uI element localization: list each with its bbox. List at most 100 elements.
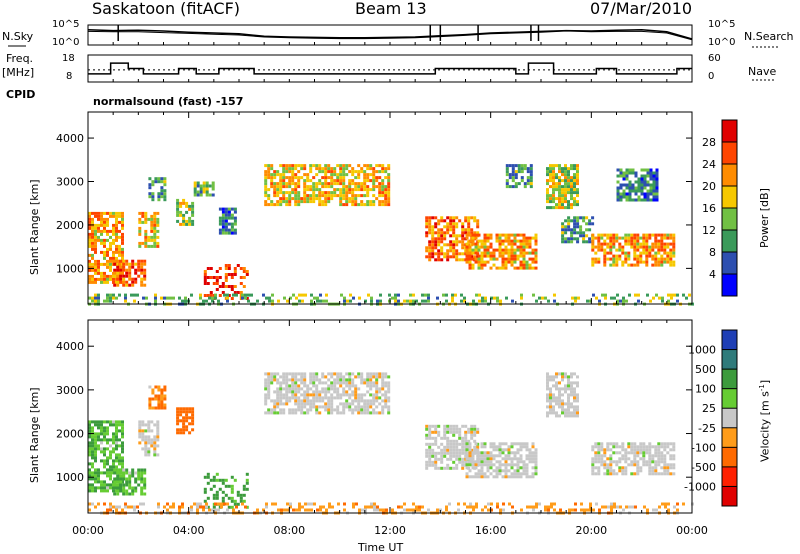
cell: [277, 508, 280, 512]
cell: [567, 182, 570, 186]
cell: [425, 451, 429, 455]
cell: [330, 396, 334, 400]
cell: [134, 262, 138, 266]
cell: [458, 457, 462, 461]
cell: [291, 378, 295, 382]
cell: [637, 189, 641, 193]
cell: [360, 167, 364, 171]
cell: [634, 189, 638, 193]
cell: [470, 433, 474, 437]
cell: [91, 456, 94, 460]
cell: [477, 266, 481, 270]
cell: [97, 214, 100, 218]
power-cbar-label-4: 20: [702, 180, 716, 193]
cell: [615, 263, 619, 267]
cell: [669, 251, 673, 255]
cell: [321, 375, 325, 379]
cell: [103, 217, 106, 221]
cell: [381, 167, 385, 171]
velocity-colorbar-bin-0: [722, 330, 737, 351]
cell: [495, 266, 499, 270]
cell: [643, 183, 647, 187]
cell: [306, 396, 310, 400]
velocity-region-4: [176, 407, 195, 435]
cell: [528, 451, 532, 455]
cell: [555, 396, 558, 400]
cell: [118, 229, 121, 233]
cell: [351, 411, 355, 415]
cell: [318, 200, 322, 204]
cell: [199, 184, 203, 188]
cell: [549, 185, 552, 189]
cell: [134, 477, 138, 481]
cell: [324, 381, 328, 385]
cell: [576, 240, 580, 244]
nsky-panel: [87, 24, 693, 46]
cell: [330, 402, 334, 406]
cell: [489, 460, 493, 464]
cell: [103, 502, 106, 506]
cell: [282, 396, 286, 400]
cell: [282, 200, 286, 204]
cell: [191, 410, 195, 414]
cell: [648, 245, 652, 249]
cell: [157, 403, 161, 407]
cell: [360, 381, 364, 385]
cell: [265, 502, 268, 506]
cell: [666, 445, 670, 449]
cell: [156, 229, 160, 233]
cell: [621, 251, 625, 255]
cell: [224, 273, 228, 276]
cell: [367, 505, 370, 509]
cell: [88, 211, 91, 215]
cell: [239, 291, 243, 294]
cell: [150, 420, 154, 424]
cell: [516, 239, 520, 243]
cell: [646, 192, 650, 196]
cell: [384, 194, 388, 198]
cell: [501, 263, 505, 267]
cell: [511, 167, 515, 171]
cell: [245, 472, 249, 476]
cell: [489, 236, 493, 240]
cell: [154, 177, 158, 181]
cell: [144, 211, 148, 215]
cell: [558, 402, 561, 406]
cell: [333, 191, 337, 195]
cell: [369, 411, 373, 415]
cell: [458, 433, 462, 437]
cell: [354, 197, 358, 201]
cell: [511, 173, 515, 177]
cell: [267, 384, 271, 388]
cell: [351, 200, 355, 204]
cell: [381, 405, 385, 409]
cell: [464, 231, 468, 235]
cell: [230, 288, 234, 291]
cell: [138, 220, 142, 224]
cell: [157, 505, 160, 509]
cell: [640, 198, 644, 202]
cell: [103, 438, 106, 442]
cell: [510, 263, 514, 267]
cell: [464, 216, 468, 220]
cell: [147, 420, 151, 424]
cell: [115, 420, 118, 424]
cell: [660, 442, 664, 446]
cell: [458, 448, 462, 452]
cell: [103, 223, 106, 227]
cell: [226, 502, 229, 506]
cell: [458, 219, 462, 223]
cell: [486, 469, 490, 473]
cell: [279, 197, 283, 201]
cell: [185, 219, 189, 223]
cell: [140, 271, 144, 275]
cell: [188, 219, 192, 223]
cell: [663, 460, 667, 464]
cell: [300, 399, 304, 403]
cell: [267, 173, 271, 177]
power-cbar-label-5: 24: [702, 158, 716, 171]
cell: [631, 505, 634, 509]
cell: [137, 468, 141, 472]
cell: [221, 499, 225, 503]
cell: [449, 249, 453, 253]
